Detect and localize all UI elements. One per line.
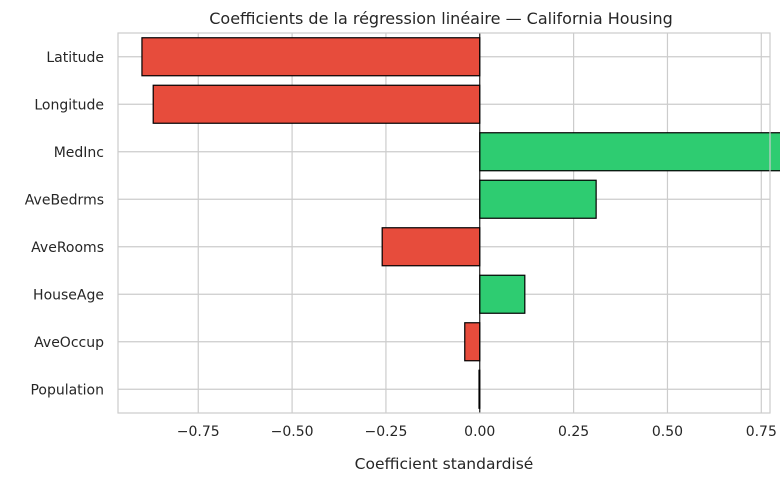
bar-latitude [141, 37, 481, 77]
y-tick-label-latitude: Latitude [46, 50, 104, 66]
bar-aveoccup [464, 322, 481, 362]
y-tick-labels: Latitude Longitude MedInc AveBedrms AveRooms… [25, 50, 104, 399]
x-axis-label: Coefficient standardisé [355, 455, 534, 473]
x-tick-label: 0.75 [746, 424, 777, 440]
y-tick-label-averooms: AveRooms [31, 240, 104, 256]
x-tick-label: −0.50 [271, 424, 314, 440]
y-tick-label-avebedrms: AveBedrms [25, 192, 104, 208]
y-tick-label-aveoccup: AveOccup [34, 335, 104, 351]
y-tick-label-medinc: MedInc [54, 145, 104, 161]
plot-frame [117, 32, 771, 414]
bar-avebedrms [479, 179, 597, 219]
bar-houseage [479, 274, 526, 314]
chart-title: Coefficients de la régression linéaire —… [209, 9, 673, 28]
bar-layer [141, 37, 780, 409]
x-tick-labels: −0.75 −0.50 −0.25 0.00 0.25 0.50 0.75 [177, 424, 777, 440]
x-tick-label: −0.75 [177, 424, 220, 440]
x-tick-label: 0.00 [464, 424, 495, 440]
y-tick-label-population: Population [30, 382, 104, 398]
y-tick-label-longitude: Longitude [34, 97, 104, 113]
y-tick-label-houseage: HouseAge [33, 287, 104, 303]
x-tick-label: −0.25 [364, 424, 407, 440]
bar-medinc [479, 132, 780, 172]
bar-averooms [381, 227, 481, 267]
x-tick-label: 0.25 [558, 424, 589, 440]
x-tick-label: 0.50 [652, 424, 683, 440]
bar-longitude [152, 84, 481, 124]
